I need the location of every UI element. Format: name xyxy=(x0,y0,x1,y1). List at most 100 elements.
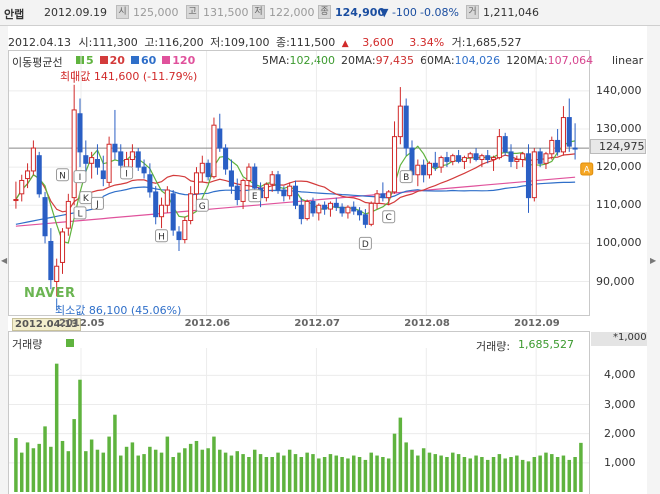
volume-current-label: 거래량: xyxy=(476,340,511,353)
volume-bar xyxy=(72,419,76,492)
volume-bar xyxy=(229,455,234,492)
volume-bar xyxy=(346,458,350,492)
pattern-marker-label: I xyxy=(125,169,128,179)
volume-bar xyxy=(107,436,111,492)
volume-bar xyxy=(462,457,467,492)
min-value-note: 최소값 86,100 (45.06%) xyxy=(55,304,182,317)
candle-body xyxy=(566,117,572,147)
ma-legend-title: 이동평균선 xyxy=(12,56,63,69)
candle-body xyxy=(543,153,549,164)
candle-body xyxy=(362,214,368,225)
info-high-label: 고: xyxy=(144,36,159,49)
scroll-right-icon[interactable]: ▶ xyxy=(650,256,657,265)
candle-body xyxy=(223,147,229,170)
volume-bar xyxy=(538,455,542,492)
current-price-value: 124,975 xyxy=(599,140,645,153)
candle-body xyxy=(106,143,112,183)
candle-body xyxy=(59,231,66,263)
candle-body xyxy=(217,128,223,149)
ma-legend-swatch xyxy=(99,56,108,64)
ma-value: 104,026 xyxy=(454,54,501,67)
volume-bar xyxy=(124,446,129,492)
left-scroll-rail[interactable]: ◀ xyxy=(0,26,8,494)
price-tick-label: 110,000 xyxy=(596,198,642,212)
candle-body xyxy=(19,179,25,195)
price-tick-label: 130,000 xyxy=(596,122,642,135)
volume-bar xyxy=(148,446,152,492)
candle-body xyxy=(368,202,374,225)
ma-legend-label: 60 xyxy=(140,54,157,67)
ma-value-label: 60MA: xyxy=(420,54,455,67)
volume-bar xyxy=(328,454,333,492)
candle-body xyxy=(496,136,502,159)
scale-mode[interactable]: linear xyxy=(612,54,644,67)
scroll-left-icon[interactable]: ◀ xyxy=(1,256,8,265)
volume-bar xyxy=(474,455,478,492)
candle-body xyxy=(71,109,77,199)
volume-bar xyxy=(194,440,199,492)
candle-body xyxy=(473,153,479,160)
right-scroll-rail[interactable]: ▶ xyxy=(647,26,660,494)
candle-body xyxy=(292,185,299,206)
pattern-marker-label: I xyxy=(79,173,82,183)
pattern-marker-label: N xyxy=(59,171,66,181)
volume-bar xyxy=(84,451,88,492)
pattern-marker-box xyxy=(382,210,396,224)
volume-bar xyxy=(340,457,344,492)
volume-bar xyxy=(14,438,18,492)
volume-bar xyxy=(375,455,379,492)
info-high: 116,200 xyxy=(158,36,204,49)
max-value-note: 최대값 141,600 (-11.79%) xyxy=(60,70,198,83)
volume-bar xyxy=(334,455,339,492)
volume-bar xyxy=(515,455,519,492)
volume-bar xyxy=(31,448,36,492)
volume-bar xyxy=(322,457,327,492)
candle-body xyxy=(158,204,165,218)
candle-body xyxy=(124,159,130,168)
candle-body xyxy=(304,200,310,220)
volume-bar xyxy=(311,454,315,492)
candle-body xyxy=(269,174,275,185)
volume-bar xyxy=(78,379,82,492)
candle-body xyxy=(502,136,508,153)
pattern-marker-box xyxy=(155,229,169,243)
candle-body xyxy=(386,191,392,199)
volume-bar xyxy=(276,452,280,492)
candle-body xyxy=(520,153,526,160)
volume-bar xyxy=(532,457,537,492)
info-percent: 3.34% xyxy=(409,36,445,49)
volume-bar xyxy=(159,452,164,492)
volume-legend-swatch xyxy=(66,339,74,347)
candle-body xyxy=(89,157,95,164)
candle-body xyxy=(188,193,194,221)
ma-legend-label: 20 xyxy=(109,54,125,67)
candle-body xyxy=(531,151,537,199)
candle-body xyxy=(83,155,89,164)
pattern-marker-label: E xyxy=(252,192,258,202)
volume-bar xyxy=(509,457,513,492)
info-low-label: 저: xyxy=(210,36,224,49)
volume-bar xyxy=(241,454,245,492)
date-tick-label: 2012.04.13 xyxy=(12,318,82,331)
volume-bar xyxy=(357,457,362,492)
ma-value: 97,435 xyxy=(375,54,415,67)
candle-body xyxy=(228,170,234,187)
candle-body xyxy=(537,151,543,164)
info-date: 2012.04.13 xyxy=(8,36,71,49)
candle-body xyxy=(13,199,19,202)
low-value: 122,000 xyxy=(269,6,315,19)
volume-bar xyxy=(223,452,228,492)
volume-tick-label: 2,000 xyxy=(604,426,636,440)
volume-bar xyxy=(299,457,304,492)
volume-bar xyxy=(165,436,170,492)
pattern-marker-label: J xyxy=(95,200,99,210)
volume-bar xyxy=(421,448,426,492)
info-volume: 1,685,527 xyxy=(465,36,522,49)
candle-body xyxy=(147,174,153,193)
stock-name: 안랩 xyxy=(4,8,25,21)
candle-body xyxy=(153,191,159,218)
candle-body xyxy=(287,185,293,197)
volume-bar xyxy=(561,455,566,492)
price-chart-panel[interactable] xyxy=(8,50,590,316)
